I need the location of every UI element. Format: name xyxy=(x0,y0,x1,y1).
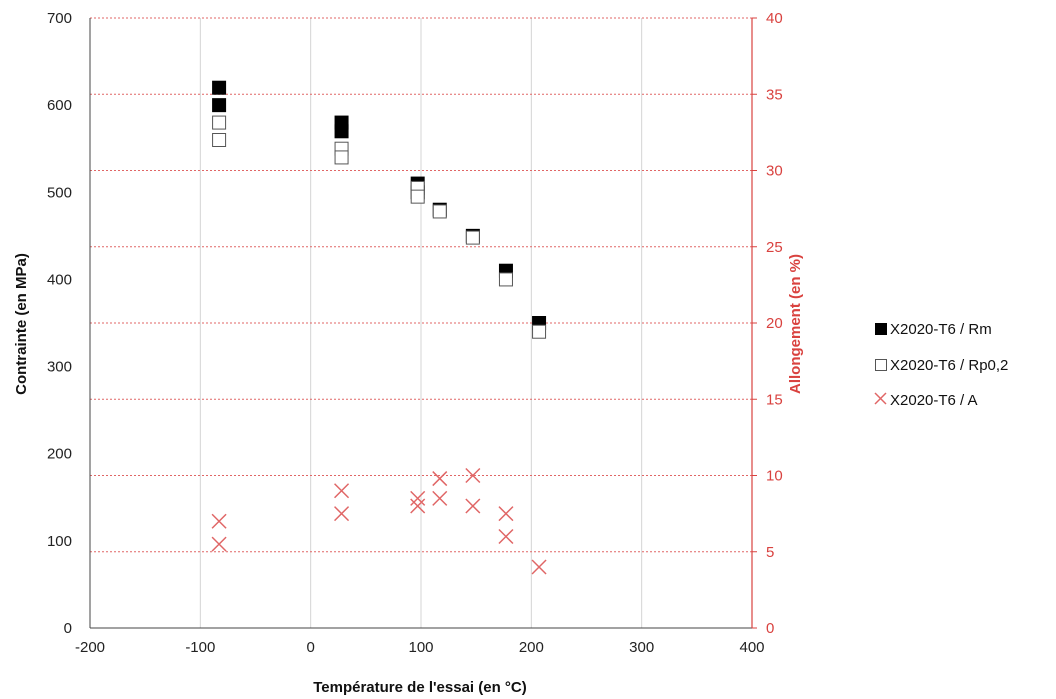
rp02-point xyxy=(212,115,227,130)
y-tick-labels: 0 100 200 300 400 500 600 700 xyxy=(47,10,72,637)
x-tick-label: -200 xyxy=(75,639,105,656)
rp02-point xyxy=(498,272,513,287)
a-point xyxy=(410,490,426,506)
y2-tick-label: 30 xyxy=(766,163,783,180)
rm-point xyxy=(212,98,227,113)
y2-axis-title: Allongement (en %) xyxy=(787,254,804,394)
y-tick-label: 700 xyxy=(47,10,72,27)
y-tick-label: 500 xyxy=(47,184,72,201)
y-tick-label: 100 xyxy=(47,533,72,550)
axes xyxy=(89,17,757,629)
a-point xyxy=(334,483,350,499)
y2-tick-label: 25 xyxy=(766,239,783,256)
a-point xyxy=(211,513,227,529)
legend-item-rp02: X2020-T6 / Rp0,2 xyxy=(875,357,1008,374)
legend-item-a: X2020-T6 / A xyxy=(874,392,978,409)
vertical-gridlines xyxy=(199,18,643,628)
a-point xyxy=(531,559,547,575)
x-tick-label: 300 xyxy=(629,639,654,656)
y2-tick-label: 15 xyxy=(766,391,783,408)
a-point xyxy=(334,506,350,522)
y2-tick-label: 0 xyxy=(766,620,774,637)
x-tick-label: 0 xyxy=(306,639,314,656)
x-tick-label: 400 xyxy=(739,639,764,656)
rp02-point xyxy=(432,204,447,219)
rm-point xyxy=(334,124,349,139)
legend-marker-a xyxy=(874,392,887,405)
legend-marker-rp02 xyxy=(875,359,887,371)
rp02-point xyxy=(334,150,349,165)
y2-tick-label: 40 xyxy=(766,10,783,27)
y2-tick-label: 10 xyxy=(766,468,783,485)
y-tick-label: 600 xyxy=(47,97,72,114)
rm-point xyxy=(212,80,227,95)
a-point xyxy=(432,490,448,506)
a-point xyxy=(211,536,227,552)
a-point xyxy=(410,498,426,514)
y-tick-label: 300 xyxy=(47,359,72,376)
rp02-point xyxy=(212,133,227,147)
a-point xyxy=(432,471,448,487)
legend-label-rm: X2020-T6 / Rm xyxy=(890,321,992,338)
legend-marker-rm xyxy=(875,323,887,335)
y2-tick-label: 35 xyxy=(766,86,783,103)
legend-item-rm: X2020-T6 / Rm xyxy=(875,321,992,338)
rp02-point xyxy=(532,324,547,339)
a-point xyxy=(498,528,514,545)
rp02-point xyxy=(465,230,480,245)
y-tick-label: 0 xyxy=(64,620,72,637)
legend-label-a: X2020-T6 / A xyxy=(890,392,978,409)
y-tick-label: 400 xyxy=(47,271,72,288)
rp02-point xyxy=(410,189,425,204)
x-tick-label: -100 xyxy=(185,639,215,656)
x-tick-labels: -200 -100 0 100 200 300 400 xyxy=(75,639,765,656)
y-tick-label: 200 xyxy=(47,446,72,463)
x-tick-label: 200 xyxy=(519,639,544,656)
a-point xyxy=(498,506,514,522)
x-tick-label: 100 xyxy=(408,639,433,656)
a-point xyxy=(465,498,481,514)
a-point xyxy=(465,467,481,484)
y2-tick-label: 5 xyxy=(766,544,774,561)
legend-label-rp02: X2020-T6 / Rp0,2 xyxy=(890,357,1008,374)
y2-tick-labels: 0 5 10 15 20 25 30 35 40 xyxy=(766,10,783,637)
legend: X2020-T6 / Rm X2020-T6 / Rp0,2 X2020-T6 … xyxy=(874,321,1008,409)
y2-tick-label: 20 xyxy=(766,315,783,332)
data-points xyxy=(211,80,547,575)
x-axis-title: Température de l'essai (en °C) xyxy=(313,679,527,696)
y-axis-title: Contrainte (en MPa) xyxy=(13,253,30,395)
